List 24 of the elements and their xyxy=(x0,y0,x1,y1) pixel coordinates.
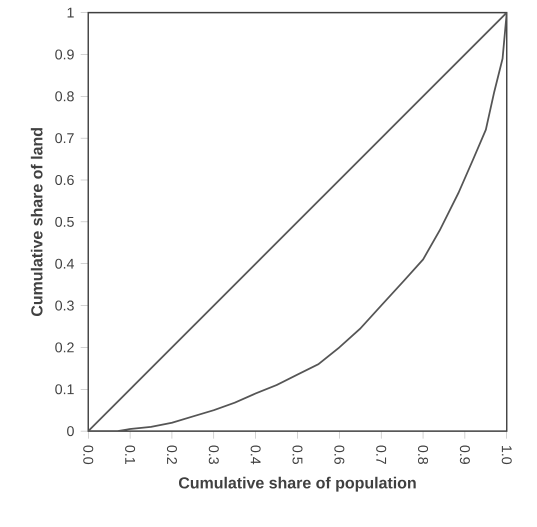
x-tick-label: 0.1 xyxy=(125,446,136,464)
y-tick-label: 0.5 xyxy=(55,216,74,227)
x-tick-label: 0.3 xyxy=(208,446,219,464)
x-tick-label: 1.0 xyxy=(502,446,512,464)
x-tick-label: 0.6 xyxy=(334,446,344,464)
x-tick-label: 0.0 xyxy=(83,446,94,464)
y-tick-label: 0.7 xyxy=(55,133,74,144)
y-tick-label: 0.4 xyxy=(55,258,74,269)
y-tick-label: 0.3 xyxy=(55,300,74,311)
x-tick-label: 0.9 xyxy=(460,446,470,464)
y-tick-label: 0.1 xyxy=(55,384,74,394)
y-tick-label: 0 xyxy=(67,426,74,436)
y-tick-label: 1 xyxy=(68,8,74,18)
x-tick-label: 0.7 xyxy=(376,446,386,464)
x-tick-label: 0.2 xyxy=(166,446,177,464)
y-tick-label: 0.6 xyxy=(55,175,74,186)
y-axis-title: Cumulative share of land xyxy=(30,128,43,316)
x-tick-label: 0.4 xyxy=(250,446,261,464)
x-tick-label: 0.5 xyxy=(292,446,303,464)
x-axis-title: Cumulative share of population xyxy=(178,476,416,492)
x-tick-label: 0.8 xyxy=(418,446,428,464)
y-tick-label: 0.9 xyxy=(55,49,74,60)
y-tick-label: 0.2 xyxy=(55,342,74,352)
y-tick-label: 0.8 xyxy=(55,91,74,102)
